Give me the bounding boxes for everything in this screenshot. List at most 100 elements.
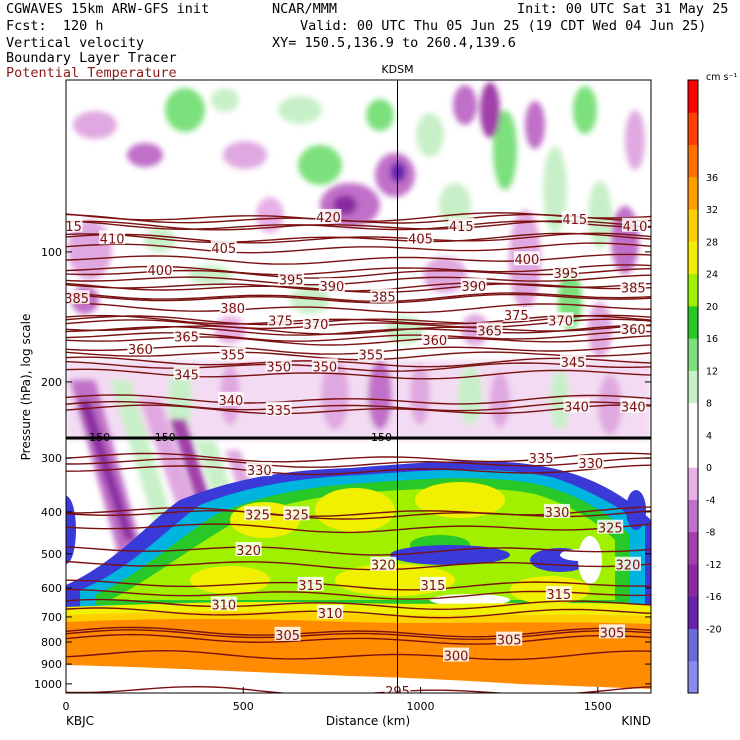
isentrope-325	[66, 523, 651, 534]
theta-label-bg	[246, 462, 273, 477]
isentrope-330	[66, 464, 651, 476]
theta-label: 420	[316, 211, 341, 226]
isentrope-410	[66, 220, 651, 231]
colorbar-swatch	[688, 531, 698, 565]
plot-frame	[65, 79, 652, 694]
theta-label-bg	[219, 346, 246, 361]
x-tick-label: 1000	[407, 700, 435, 713]
theta-label: 365	[477, 324, 502, 339]
theta-label: 330	[578, 457, 603, 472]
theta-label-bg	[496, 631, 523, 646]
theta-label-bg	[317, 604, 344, 619]
theta-label: 350	[312, 360, 337, 375]
isentrope-310	[66, 607, 651, 619]
isentrope-310	[66, 598, 651, 611]
theta-label-bg	[235, 542, 262, 557]
isentrope-400	[66, 253, 651, 265]
colorbar-swatch	[688, 434, 698, 468]
x-axis: 0 500 1000 1500	[63, 687, 612, 713]
terrain	[66, 665, 651, 693]
theta-label-bg	[460, 278, 487, 293]
theta-label: 325	[245, 508, 270, 523]
theta-label-bg	[563, 398, 590, 413]
theta-label: 400	[148, 264, 173, 279]
theta-label-bg	[210, 596, 237, 611]
x-tick-label: 500	[233, 700, 254, 713]
theta-label-bg	[544, 503, 571, 518]
theta-label-bg	[244, 506, 271, 521]
theta-label: 400	[514, 253, 539, 268]
colorbar-label: -8	[706, 528, 715, 539]
org-label: NCAR/MMM	[272, 1, 338, 17]
colorbar-label: 36	[706, 173, 718, 184]
theta-label: 415	[562, 213, 587, 228]
theta-label-bg	[528, 449, 555, 464]
theta-label: 375	[504, 309, 529, 324]
isentrope-335	[66, 404, 651, 415]
theta-label-bg	[503, 307, 530, 322]
theta-label-bg	[173, 328, 200, 343]
theta-label-bg	[297, 576, 324, 591]
colorbar-swatch	[688, 402, 698, 436]
theta-label-bg	[311, 358, 338, 373]
field-potential-temperature: Potential Temperature	[6, 65, 177, 81]
colorbar-swatch	[688, 563, 698, 597]
right-station-label: KIND	[621, 714, 651, 728]
theta-label-bg	[99, 230, 126, 245]
theta-label: 395	[553, 267, 578, 282]
theta-label: 325	[598, 522, 623, 537]
isentrope-415	[66, 220, 651, 231]
theta-label-bg	[561, 211, 588, 226]
isentrope-315	[66, 579, 651, 591]
theta-label-bg	[370, 288, 397, 303]
model-title: CGWAVES 15km ARW-GFS init	[6, 1, 210, 17]
theta-label: 320	[616, 559, 641, 574]
y-tick-label: 900	[41, 658, 62, 671]
theta-label: 310	[318, 607, 343, 622]
colorbar-swatch	[688, 80, 698, 113]
isentrope-385	[66, 291, 651, 303]
theta-label-bg	[448, 217, 475, 232]
colorbar-label: 0	[706, 463, 712, 474]
theta-label-bg	[577, 454, 604, 469]
y-tick-label: 800	[41, 636, 62, 649]
theta-label-bg	[278, 271, 305, 286]
theta-label-bg	[560, 354, 586, 369]
colorbar-label: -20	[706, 624, 722, 635]
y-tick-label: 300	[41, 452, 62, 465]
isentrope-360	[66, 344, 651, 355]
theta-label: 360	[128, 343, 153, 358]
theta-label: 335	[529, 452, 554, 467]
theta-label: 370	[548, 314, 573, 329]
theta-label: 410	[623, 220, 648, 235]
colorbar: -20 -16 -12 -8 -4 0 4 8 12 16 20 24 28 32 36	[687, 79, 722, 694]
isentrope-345	[66, 356, 651, 368]
isentrope-405	[66, 232, 651, 244]
colorbar-label: -4	[706, 495, 715, 506]
tropopause-label: 150	[371, 431, 392, 444]
theta-label: 315	[421, 579, 446, 594]
colorbar-swatch	[688, 467, 698, 500]
theta-label-bg	[614, 556, 641, 571]
theta-label: 340	[564, 401, 589, 416]
y-tick-label: 400	[41, 506, 62, 519]
theta-label-bg	[66, 217, 83, 232]
tropopause-label: 150	[89, 431, 110, 444]
theta-label: 330	[247, 464, 272, 479]
field-vertical-velocity: Vertical velocity	[6, 35, 145, 51]
theta-labels: 415 410 405 420 405 415 415 410 400 395 390 385 390 4…	[66, 208, 649, 693]
y-tick-label: 700	[41, 611, 62, 624]
colorbar-swatch	[688, 370, 698, 404]
valid-time: Valid: 00 UTC Thu 05 Jun 25 (19 CDT Wed …	[300, 18, 707, 34]
theta-label: 375	[268, 314, 293, 329]
isentrope-305	[66, 633, 651, 645]
theta-label-bg	[599, 624, 625, 639]
potential-temperature-contours	[66, 212, 651, 693]
theta-label-bg	[283, 506, 310, 521]
colorbar-swatch	[688, 273, 698, 307]
theta-label: 385	[621, 282, 646, 297]
theta-label-bg	[265, 358, 292, 373]
theta-label: 315	[546, 588, 571, 603]
theta-label: 305	[600, 626, 625, 641]
